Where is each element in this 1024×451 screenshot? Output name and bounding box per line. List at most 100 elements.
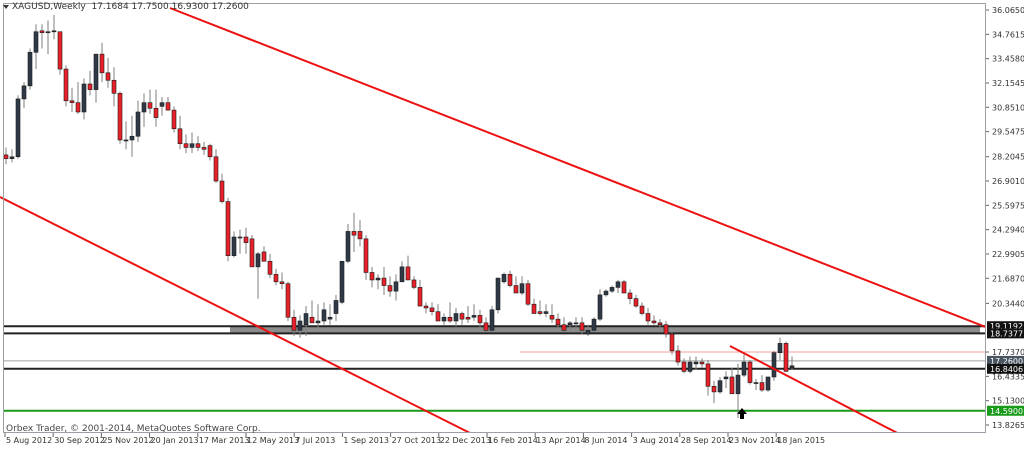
candle bbox=[105, 57, 111, 88]
y-tick-label: 29.5475 bbox=[992, 128, 1024, 137]
candle bbox=[153, 89, 159, 127]
candle bbox=[27, 48, 33, 90]
ohlc-label: 17.1684 17.7500 16.9300 17.2600 bbox=[91, 2, 249, 12]
candle bbox=[489, 306, 495, 333]
y-tick-label: 36.0650 bbox=[992, 6, 1024, 15]
upper-channel-trendline[interactable] bbox=[169, 7, 1024, 343]
candle bbox=[723, 371, 729, 389]
y-tick-label: 17.7370 bbox=[992, 348, 1024, 357]
y-tick-label: 16.4335 bbox=[992, 372, 1024, 381]
candle bbox=[459, 311, 465, 325]
candle bbox=[585, 324, 591, 336]
candle bbox=[117, 91, 123, 144]
upper-channel-ext-trendline[interactable] bbox=[729, 345, 906, 438]
x-tick-label: 18 Jan 2015 bbox=[777, 436, 825, 445]
candle bbox=[135, 100, 141, 142]
lower-channel-trendline[interactable] bbox=[0, 196, 471, 434]
candle bbox=[195, 136, 201, 152]
y-tick-label: 30.8510 bbox=[992, 103, 1024, 112]
candle bbox=[765, 376, 771, 392]
candle bbox=[387, 276, 393, 297]
candle bbox=[165, 97, 171, 111]
candle bbox=[729, 367, 735, 395]
copyright-text: Orbex Trader, © 2001-2014, MetaQuotes So… bbox=[6, 424, 261, 434]
x-tick-label: 16 Feb 2014 bbox=[488, 436, 538, 445]
candle bbox=[345, 223, 351, 264]
candle bbox=[567, 320, 573, 331]
y-tick-label: 25.5975 bbox=[992, 201, 1024, 210]
candle bbox=[753, 378, 759, 391]
candle bbox=[483, 317, 489, 333]
candle bbox=[183, 134, 189, 154]
y-tick-label: 22.9905 bbox=[992, 250, 1024, 259]
trendlines[interactable] bbox=[0, 7, 1024, 438]
candle bbox=[633, 294, 639, 308]
y-tick-label: 32.1545 bbox=[992, 79, 1024, 88]
candle bbox=[423, 302, 429, 314]
candle bbox=[747, 360, 753, 385]
candle bbox=[639, 302, 645, 316]
candle bbox=[477, 309, 483, 329]
candle bbox=[219, 173, 225, 204]
candle bbox=[225, 197, 231, 262]
dropdown-triangle-icon[interactable] bbox=[3, 4, 9, 9]
candle bbox=[309, 300, 315, 324]
candle bbox=[591, 317, 597, 333]
candle bbox=[759, 375, 765, 392]
candle bbox=[129, 115, 135, 157]
resistance-zone bbox=[230, 326, 980, 334]
candle bbox=[327, 304, 333, 325]
x-tick-label: 25 Nov 2012 bbox=[102, 436, 153, 445]
candle bbox=[321, 302, 327, 325]
candle bbox=[621, 279, 627, 294]
candle bbox=[441, 313, 447, 325]
candle bbox=[615, 279, 621, 293]
candle bbox=[513, 276, 519, 294]
candle bbox=[297, 315, 303, 338]
chart-title[interactable]: XAGUSD,Weekly 17.1684 17.7500 16.9300 17… bbox=[3, 2, 249, 12]
candle bbox=[45, 20, 51, 55]
candles bbox=[3, 14, 795, 419]
svg-text:19.1192: 19.1192 bbox=[990, 322, 1023, 331]
candle bbox=[399, 261, 405, 283]
candle bbox=[393, 274, 399, 301]
candle bbox=[741, 354, 747, 377]
candle bbox=[243, 227, 249, 254]
candle bbox=[627, 289, 633, 305]
candle bbox=[255, 251, 261, 299]
candle bbox=[237, 229, 243, 254]
y-tick-label: 33.4580 bbox=[992, 55, 1024, 64]
candle bbox=[693, 356, 699, 370]
y-tick-label: 20.3440 bbox=[992, 299, 1024, 308]
candle bbox=[717, 376, 723, 394]
symbol-label: XAGUSD,Weekly bbox=[12, 2, 86, 12]
candle bbox=[681, 358, 687, 374]
candle bbox=[669, 332, 675, 355]
x-tick-label: 30 Sep 2012 bbox=[54, 436, 105, 445]
candle bbox=[549, 304, 555, 323]
candle bbox=[429, 302, 435, 316]
candle bbox=[207, 143, 213, 161]
candle bbox=[315, 304, 321, 329]
x-tick-label: 28 Sep 2014 bbox=[681, 436, 732, 445]
candle bbox=[573, 317, 579, 331]
candle bbox=[351, 212, 357, 252]
x-tick-label: 7 Jul 2013 bbox=[295, 436, 335, 445]
candle bbox=[189, 132, 195, 154]
candle bbox=[273, 268, 279, 286]
x-tick-label: 17 Mar 2013 bbox=[199, 436, 250, 445]
x-tick-label: 3 Aug 2014 bbox=[633, 436, 679, 445]
candle bbox=[417, 279, 423, 307]
candle bbox=[465, 306, 471, 323]
price-label-18.7377: 18.7377 bbox=[987, 328, 1024, 339]
svg-text:17.2600: 17.2600 bbox=[990, 357, 1023, 366]
candle bbox=[471, 304, 477, 321]
svg-text:18.7377: 18.7377 bbox=[990, 329, 1023, 338]
y-tick-label: 26.9010 bbox=[992, 177, 1024, 186]
candle bbox=[369, 266, 375, 288]
y-tick-label: 15.1300 bbox=[992, 397, 1024, 406]
x-tick-label: 22 Dec 2013 bbox=[440, 436, 491, 445]
